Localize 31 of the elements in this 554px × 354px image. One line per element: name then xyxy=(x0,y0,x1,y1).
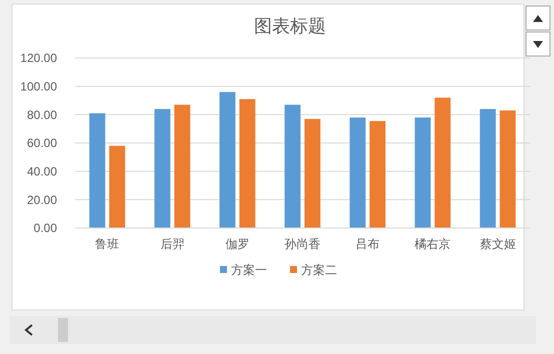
x-tick-label: 蔡文姬 xyxy=(480,237,516,251)
bar xyxy=(154,109,170,228)
bar xyxy=(434,98,451,228)
bar xyxy=(350,118,366,228)
bar xyxy=(284,104,301,228)
y-tick-label: 60.00 xyxy=(26,136,58,150)
bar xyxy=(89,113,106,228)
bar xyxy=(480,109,496,228)
legend-label: 方案一 xyxy=(231,263,267,278)
bar xyxy=(500,110,516,228)
x-tick-label: 伽罗 xyxy=(225,237,250,251)
y-tick-label: 120.00 xyxy=(20,51,58,66)
y-tick-label: 40.00 xyxy=(26,164,58,179)
y-tick-label: 0.00 xyxy=(34,221,58,236)
y-tick-label: 80.00 xyxy=(26,108,58,122)
legend-label: 方案二 xyxy=(301,263,337,278)
x-tick-label: 吕布 xyxy=(356,237,380,251)
bar xyxy=(174,104,190,228)
bar xyxy=(304,118,320,228)
bar xyxy=(239,99,256,228)
bar xyxy=(220,92,236,228)
x-tick-label: 橘右京 xyxy=(414,237,451,251)
chart-title: 图表标题 xyxy=(254,16,326,36)
bar xyxy=(109,146,126,228)
y-tick-label: 100.00 xyxy=(20,80,58,94)
x-tick-label: 鲁班 xyxy=(95,237,120,251)
bar xyxy=(414,118,431,228)
x-tick-label: 后羿 xyxy=(160,237,184,251)
bar xyxy=(370,121,386,228)
x-tick-label: 孙尚香 xyxy=(284,237,320,251)
y-tick-label: 20.00 xyxy=(26,192,58,207)
